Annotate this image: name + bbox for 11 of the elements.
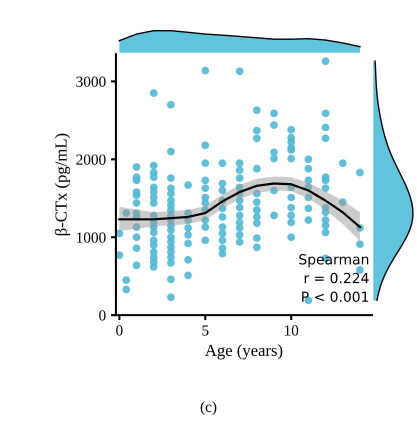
x-tick-label: 0 xyxy=(116,325,123,336)
y-tick-label: 1000 xyxy=(76,232,106,243)
x-tick-label: 5 xyxy=(202,325,209,336)
x-tick-label: 10 xyxy=(284,325,298,336)
x-axis-title: Age (years) xyxy=(205,344,282,360)
y-axis-title: β-CTx (pg/mL) xyxy=(54,134,70,236)
y-tick-label: 0 xyxy=(99,310,106,321)
annotation: Spearman r = 0.224 P < 0.001 xyxy=(299,254,369,302)
text: (c) xyxy=(200,401,216,416)
y-tick-label: 2000 xyxy=(76,154,106,165)
y-tick-label: 3000 xyxy=(76,76,106,87)
